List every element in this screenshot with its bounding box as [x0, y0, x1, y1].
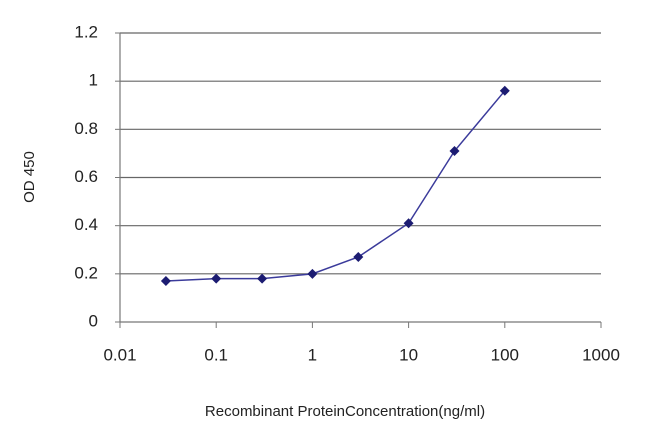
- y-tick-label: 0: [89, 311, 98, 330]
- y-tick-label: 1: [89, 71, 98, 90]
- data-point: [499, 85, 510, 96]
- data-point: [160, 276, 171, 287]
- x-axis-label: Recombinant ProteinConcentration(ng/ml): [205, 403, 485, 420]
- data-point: [353, 251, 364, 262]
- y-axis-label: OD 450: [21, 151, 38, 203]
- x-tick-label: 0.1: [204, 345, 228, 364]
- y-tick-label: 0.8: [74, 119, 98, 138]
- x-tick-label: 10: [399, 345, 418, 364]
- data-point: [211, 273, 222, 284]
- series-line: [165, 90, 506, 282]
- data-point: [403, 218, 414, 229]
- y-tick-label: 0.6: [74, 167, 98, 186]
- x-tick-label: 1000: [582, 345, 620, 364]
- x-tick-label: 0.01: [103, 345, 136, 364]
- y-tick-label: 0.2: [74, 263, 98, 282]
- data-point: [257, 273, 268, 284]
- data-point: [449, 146, 460, 157]
- x-tick-label: 1: [308, 345, 317, 364]
- y-tick-label: 1.2: [74, 22, 98, 41]
- data-point: [307, 268, 318, 279]
- y-tick-label: 0.4: [74, 215, 98, 234]
- x-tick-label: 100: [491, 345, 519, 364]
